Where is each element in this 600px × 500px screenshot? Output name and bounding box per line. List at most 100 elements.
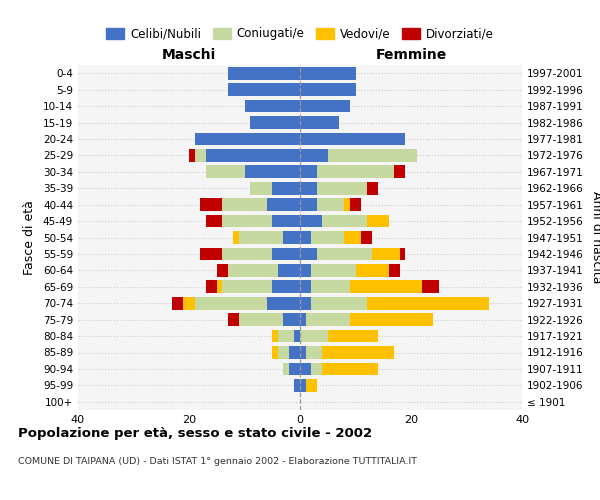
Bar (305, 313, 350, 326)
Bar (300, 297, 311, 310)
Bar (172, 297, 184, 310)
Bar (322, 214, 367, 228)
Bar (350, 313, 433, 326)
Bar (223, 280, 272, 293)
Text: Popolazione per età, sesso e stato civile - 2002: Popolazione per età, sesso e stato civil… (18, 428, 372, 440)
Bar (311, 264, 356, 277)
Bar (317, 248, 372, 260)
Text: COMUNE DI TAIPANA (UD) - Dati ISTAT 1° gennaio 2002 - Elaborazione TUTTITALIA.IT: COMUNE DI TAIPANA (UD) - Dati ISTAT 1° g… (18, 458, 417, 466)
Bar (300, 248, 317, 260)
Bar (206, 280, 217, 293)
Bar (300, 280, 311, 293)
Bar (350, 280, 422, 293)
Bar (328, 330, 378, 342)
Bar (239, 231, 283, 244)
Bar (272, 182, 300, 194)
Bar (300, 149, 328, 162)
Bar (311, 231, 344, 244)
Bar (200, 198, 223, 211)
Bar (367, 297, 489, 310)
Bar (278, 346, 289, 359)
Bar (295, 330, 300, 342)
Bar (300, 346, 305, 359)
Bar (300, 166, 317, 178)
Bar (289, 346, 300, 359)
Bar (356, 264, 389, 277)
Bar (272, 330, 278, 342)
Bar (206, 214, 223, 228)
Bar (317, 198, 344, 211)
Bar (200, 248, 223, 260)
Text: Femmine: Femmine (376, 48, 446, 62)
Bar (250, 116, 300, 129)
Bar (283, 231, 300, 244)
Bar (206, 149, 300, 162)
Bar (223, 198, 267, 211)
Bar (283, 313, 300, 326)
Bar (272, 248, 300, 260)
Bar (194, 149, 206, 162)
Bar (311, 280, 350, 293)
Bar (217, 280, 223, 293)
Bar (322, 362, 378, 376)
Bar (300, 330, 328, 342)
Bar (184, 297, 194, 310)
Bar (422, 280, 439, 293)
Bar (300, 214, 322, 228)
Bar (228, 67, 300, 80)
Bar (350, 198, 361, 211)
Bar (300, 83, 356, 96)
Bar (367, 182, 378, 194)
Bar (194, 132, 300, 145)
Bar (300, 67, 356, 80)
Bar (344, 231, 361, 244)
Bar (361, 231, 372, 244)
Bar (272, 280, 300, 293)
Bar (272, 346, 278, 359)
Bar (344, 198, 350, 211)
Bar (228, 83, 300, 96)
Bar (300, 116, 339, 129)
Bar (267, 297, 300, 310)
Bar (295, 379, 300, 392)
Bar (394, 166, 406, 178)
Bar (250, 182, 272, 194)
Bar (272, 214, 300, 228)
Bar (372, 248, 400, 260)
Bar (305, 346, 322, 359)
Bar (267, 198, 300, 211)
Bar (217, 264, 228, 277)
Bar (189, 149, 194, 162)
Bar (245, 166, 300, 178)
Bar (300, 379, 305, 392)
Bar (300, 264, 311, 277)
Bar (223, 214, 272, 228)
Bar (278, 330, 295, 342)
Bar (311, 297, 367, 310)
Bar (206, 166, 245, 178)
Bar (400, 248, 406, 260)
Bar (239, 313, 283, 326)
Y-axis label: Anni di nascita: Anni di nascita (590, 191, 600, 284)
Bar (300, 313, 305, 326)
Bar (300, 198, 317, 211)
Bar (300, 100, 350, 112)
Bar (289, 362, 300, 376)
Bar (300, 182, 317, 194)
Bar (300, 132, 406, 145)
Bar (328, 149, 416, 162)
Bar (317, 182, 367, 194)
Bar (311, 362, 322, 376)
Bar (228, 313, 239, 326)
Bar (223, 248, 272, 260)
Bar (228, 264, 278, 277)
Bar (278, 264, 300, 277)
Y-axis label: Fasce di età: Fasce di età (23, 200, 36, 275)
Bar (389, 264, 400, 277)
Bar (322, 346, 394, 359)
Bar (245, 100, 300, 112)
Text: Maschi: Maschi (162, 48, 216, 62)
Bar (300, 362, 311, 376)
Bar (300, 231, 311, 244)
Bar (283, 362, 289, 376)
